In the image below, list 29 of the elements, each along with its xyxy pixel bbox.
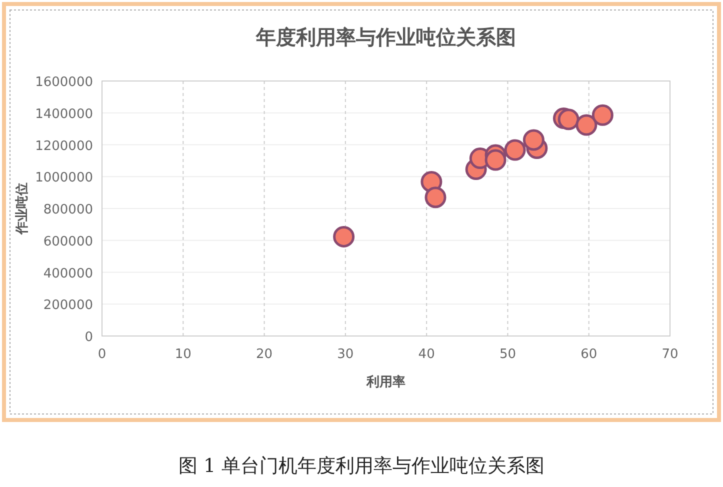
x-tick-label: 40 [418, 347, 435, 362]
y-tick-label: 1000000 [35, 170, 93, 186]
x-tick-label: 30 [337, 347, 354, 362]
y-tick-label: 1600000 [35, 75, 93, 90]
x-tick-label: 0 [98, 347, 106, 362]
y-tick-label: 1400000 [35, 106, 93, 122]
point [333, 226, 355, 248]
chart-title: 年度利用率与作业吨位关系图 [255, 25, 516, 49]
y-tick-label: 200000 [43, 298, 93, 314]
y-tick-label: 1200000 [35, 138, 93, 154]
x-tick-label: 70 [662, 347, 678, 362]
point [484, 149, 506, 171]
point [592, 104, 614, 126]
point [522, 129, 544, 151]
y-tick-label: 800000 [43, 202, 93, 218]
x-tick-label: 10 [174, 347, 192, 362]
point [504, 139, 526, 161]
x-tick-label: 60 [580, 347, 598, 362]
y-tick-label: 600000 [43, 234, 93, 250]
point [576, 114, 598, 136]
y-tick-label: 0 [84, 330, 93, 345]
point [424, 186, 446, 208]
point [558, 108, 580, 130]
x-tick-label: 50 [499, 347, 516, 362]
x-tick-label: 20 [256, 347, 273, 362]
y-axis-title: 作业吨位 [15, 182, 30, 236]
caption: 图 1 单台门机年度利用率与作业吨位关系图 [178, 455, 545, 477]
x-axis-title: 利用率 [366, 374, 406, 390]
y-tick-label: 400000 [43, 266, 93, 282]
